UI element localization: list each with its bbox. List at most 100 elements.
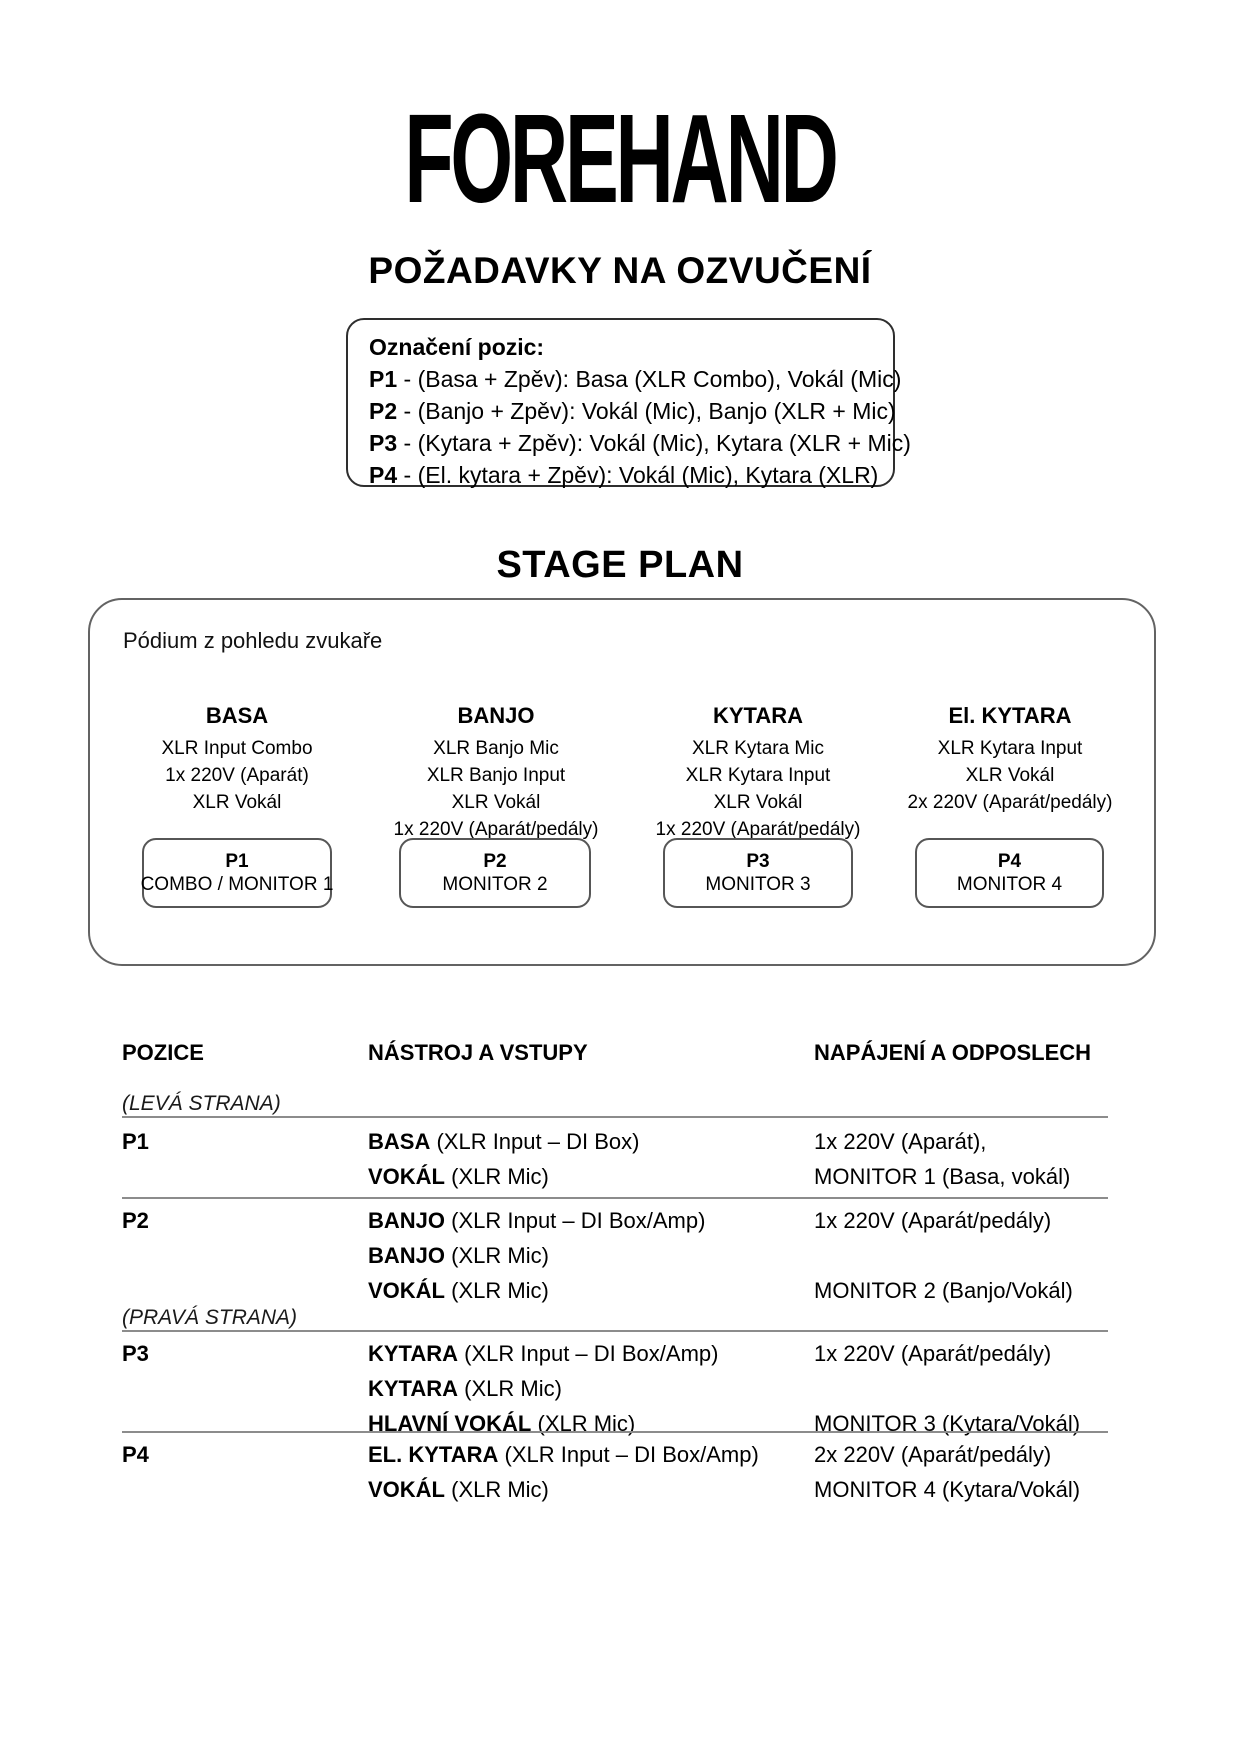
row-position-label: P1 <box>122 1129 149 1154</box>
power-line: 2x 220V (Aparát/pedály) <box>814 1442 1052 1467</box>
stage-caption: Pódium z pohledu zvukaře <box>123 628 383 653</box>
legend-item-p1: P1 - (Basa + Zpěv): Basa (XLR Combo), Vo… <box>369 363 901 395</box>
band-title: FOREHAND <box>404 88 839 229</box>
stage-input-line: XLR Vokál <box>192 792 282 813</box>
input-rest: (XLR Mic) <box>458 1376 562 1401</box>
row-position-label: P2 <box>122 1208 149 1233</box>
table-divider <box>122 1330 1108 1332</box>
input-rest: (XLR Mic) <box>445 1477 549 1502</box>
power-line: MONITOR 2 (Banjo/Vokál) <box>814 1278 1073 1303</box>
positions-legend-box: Označení pozic: P1 - (Basa + Zpěv): Basa… <box>346 318 911 488</box>
input-bold: BANJO <box>368 1208 446 1233</box>
stage-input-line: 1x 220V (Aparát/pedály) <box>393 819 599 840</box>
legend-p2-label: P2 <box>369 398 398 424</box>
row-inputs-cell: EL. KYTARA (XLR Input – DI Box/Amp) VOKÁ… <box>368 1437 759 1507</box>
stage-input-line: XLR Banjo Input <box>426 765 566 786</box>
legend-item-p4: P4 - (El. kytara + Zpěv): Vokál (Mic), K… <box>369 459 893 491</box>
input-rest: (XLR Input – DI Box) <box>430 1129 640 1154</box>
input-bold: KYTARA <box>368 1376 459 1401</box>
stage-position-basa: BASA XLR Input Combo 1x 220V (Aparát) XL… <box>111 703 363 816</box>
power-line: MONITOR 3 (Kytara/Vokál) <box>814 1411 1081 1436</box>
stage-plan-box: Pódium z pohledu zvukaře BASA XLR Input … <box>88 598 1156 966</box>
stage-input-line: XLR Vokál <box>451 792 541 813</box>
monitor-box-label: P3 <box>746 851 770 872</box>
stage-input-line: XLR Vokál <box>713 792 803 813</box>
row-power-cell: 2x 220V (Aparát/pedály) MONITOR 4 (Kytar… <box>814 1437 1080 1507</box>
monitor-box-p2: P2 MONITOR 2 <box>399 838 591 908</box>
section-label-right-side: (PRAVÁ STRANA) <box>122 1306 298 1329</box>
stage-input-line: XLR Kytara Input <box>685 765 831 786</box>
table-divider <box>122 1197 1108 1199</box>
stage-input-line: XLR Kytara Input <box>937 738 1083 759</box>
table-divider <box>122 1116 1108 1118</box>
row-power-cell: 1x 220V (Aparát), MONITOR 1 (Basa, vokál… <box>814 1124 1070 1194</box>
power-line: 1x 220V (Aparát/pedály) <box>814 1208 1052 1233</box>
monitor-box-label: P4 <box>997 851 1022 872</box>
row-power-cell: 1x 220V (Aparát/pedály) MONITOR 2 (Banjo… <box>814 1203 1073 1308</box>
row-power-cell: 1x 220V (Aparát/pedály) MONITOR 3 (Kytar… <box>814 1336 1080 1441</box>
power-line <box>814 1371 1080 1406</box>
input-bold: VOKÁL <box>368 1477 445 1502</box>
power-line: MONITOR 4 (Kytara/Vokál) <box>814 1477 1081 1502</box>
stage-input-line: XLR Input Combo <box>161 738 313 759</box>
monitor-box-label: P2 <box>483 851 507 872</box>
input-rest: (XLR Input – DI Box/Amp) <box>458 1341 719 1366</box>
section-label-left-side: (LEVÁ STRANA) <box>122 1092 281 1115</box>
row-position-label: P3 <box>122 1341 149 1366</box>
legend-p1-text: - (Basa + Zpěv): Basa (XLR Combo), Vokál… <box>403 366 902 392</box>
monitor-box-p4: P4 MONITOR 4 <box>915 838 1104 908</box>
stage-input-line: XLR Kytara Mic <box>692 738 824 759</box>
legend-title: Označení pozic: <box>369 334 545 360</box>
input-rest: (XLR Mic) <box>445 1243 549 1268</box>
input-rest: (XLR Input – DI Box/Amp) <box>498 1442 759 1467</box>
monitor-box-p1: P1 COMBO / MONITOR 1 <box>140 838 334 908</box>
column-header-pozice: POZICE <box>122 1040 204 1065</box>
stage-input-line: 1x 220V (Aparát) <box>165 765 309 786</box>
legend-p3-text: - (Kytara + Zpěv): Vokál (Mic), Kytara (… <box>403 430 911 456</box>
monitor-box-label: P1 <box>225 851 249 872</box>
stage-position-banjo: BANJO XLR Banjo Mic XLR Banjo Input XLR … <box>370 703 622 843</box>
legend-p1-label: P1 <box>369 366 398 392</box>
input-bold: VOKÁL <box>368 1278 445 1303</box>
row-inputs-cell: BANJO (XLR Input – DI Box/Amp) BANJO (XL… <box>368 1203 705 1308</box>
input-bold: KYTARA <box>368 1341 459 1366</box>
power-line: 1x 220V (Aparát), <box>814 1129 987 1154</box>
power-line: MONITOR 1 (Basa, vokál) <box>814 1164 1071 1189</box>
legend-p4-label: P4 <box>369 462 398 488</box>
input-bold: EL. KYTARA <box>368 1442 499 1467</box>
input-bold: VOKÁL <box>368 1164 445 1189</box>
input-bold: BASA <box>368 1129 431 1154</box>
monitor-box-text: COMBO / MONITOR 1 <box>140 874 334 895</box>
connections-table: POZICE NÁSTROJ A VSTUPY NAPÁJENÍ A ODPOS… <box>122 1040 1108 1560</box>
stage-plan-title: STAGE PLAN <box>496 544 744 586</box>
power-line: 1x 220V (Aparát/pedály) <box>814 1341 1052 1366</box>
doc-title: POŽADAVKY NA OZVUČENÍ <box>368 250 872 291</box>
legend-item-p2: P2 - (Banjo + Zpěv): Vokál (Mic), Banjo … <box>369 395 896 427</box>
stage-input-line: XLR Vokál <box>965 765 1055 786</box>
row-position-label: P4 <box>122 1442 149 1467</box>
stage-position-el-kytara: El. KYTARA XLR Kytara Input XLR Vokál 2x… <box>884 703 1136 816</box>
power-line <box>814 1238 1073 1273</box>
monitor-box-text: MONITOR 4 <box>956 874 1063 895</box>
row-inputs-cell: BASA (XLR Input – DI Box) VOKÁL (XLR Mic… <box>368 1124 639 1194</box>
monitor-box-text: MONITOR 2 <box>442 874 548 895</box>
input-rest: (XLR Mic) <box>445 1164 549 1189</box>
input-bold: BANJO <box>368 1243 446 1268</box>
column-header-nastroj: NÁSTROJ A VSTUPY <box>368 1040 588 1065</box>
stage-position-kytara: KYTARA XLR Kytara Mic XLR Kytara Input X… <box>632 703 884 843</box>
stage-input-line: 2x 220V (Aparát/pedály) <box>907 792 1113 813</box>
legend-p2-text: - (Banjo + Zpěv): Vokál (Mic), Banjo (XL… <box>403 398 896 424</box>
legend-p4-text: - (El. kytara + Zpěv): Vokál (Mic), Kyta… <box>403 462 879 488</box>
row-inputs-cell: KYTARA (XLR Input – DI Box/Amp) KYTARA (… <box>368 1336 718 1441</box>
stage-input-line: XLR Banjo Mic <box>433 738 559 759</box>
stage-position-name: BANJO <box>457 703 535 728</box>
legend-p3-label: P3 <box>369 430 398 456</box>
stage-position-name: BASA <box>205 703 269 728</box>
column-header-napajeni: NAPÁJENÍ A ODPOSLECH <box>814 1040 1092 1065</box>
stage-input-line: 1x 220V (Aparát/pedály) <box>655 819 861 840</box>
stage-position-name: KYTARA <box>712 703 804 728</box>
input-rest: (XLR Mic) <box>445 1278 549 1303</box>
monitor-box-text: MONITOR 3 <box>705 874 811 895</box>
table-divider <box>122 1431 1108 1433</box>
